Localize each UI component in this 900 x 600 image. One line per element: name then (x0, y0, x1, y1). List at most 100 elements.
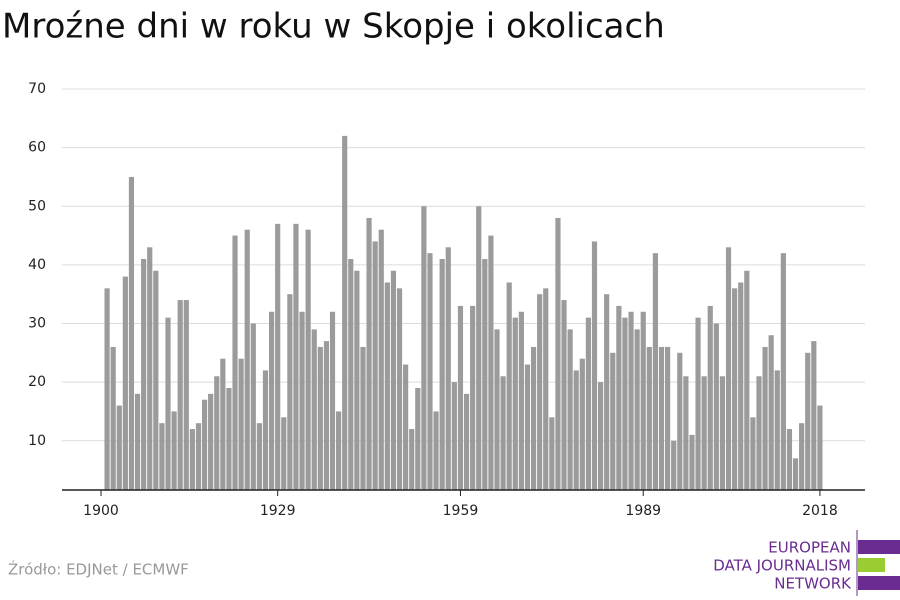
bar (305, 229, 311, 490)
bar (591, 241, 598, 490)
bar (250, 323, 256, 490)
bar (311, 329, 317, 490)
bar (372, 241, 378, 490)
bar (268, 311, 275, 490)
bar (336, 411, 342, 490)
x-tick-label: 1989 (625, 503, 661, 519)
bar (567, 329, 573, 490)
bar (208, 393, 214, 490)
bar (134, 393, 141, 490)
bar (183, 300, 189, 490)
y-tick-label: 40 (28, 257, 46, 273)
bar (415, 387, 421, 490)
bar (281, 417, 287, 490)
bar (774, 370, 780, 490)
bar (104, 288, 110, 490)
y-tick-label: 30 (28, 316, 46, 332)
bar (725, 247, 732, 490)
bar (256, 423, 262, 490)
bar (665, 346, 671, 490)
bar (494, 329, 500, 490)
x-tick-label: 1900 (83, 503, 119, 519)
logo-text: NETWORK (774, 575, 852, 593)
bar (573, 370, 579, 490)
bar (153, 270, 159, 490)
bar (433, 411, 439, 490)
bar (360, 346, 366, 490)
logo-text: DATA JOURNALISM (713, 557, 851, 575)
bar (646, 346, 652, 490)
bar (622, 317, 628, 490)
bar (244, 229, 250, 490)
bar (275, 223, 281, 491)
bar (299, 311, 305, 490)
bar (713, 323, 719, 490)
bar (439, 259, 445, 490)
bar (451, 382, 457, 490)
bar (293, 223, 299, 491)
bar (640, 311, 646, 490)
bar (762, 346, 768, 490)
chart-title: Mroźne dni w roku w Skopje i okolicach (2, 7, 665, 47)
source: Źródło: EDJNet / ECMWF (8, 560, 189, 579)
bar (122, 276, 128, 490)
bar (445, 247, 451, 490)
bar (262, 370, 269, 490)
bar (421, 206, 427, 490)
bar (378, 229, 384, 490)
bar (744, 270, 750, 490)
bar (171, 411, 177, 490)
bar (427, 253, 433, 490)
bar (354, 270, 360, 490)
bar (201, 399, 208, 490)
bar (476, 206, 482, 490)
bar (561, 300, 567, 490)
bar (799, 423, 805, 490)
bar (689, 434, 695, 490)
bar (165, 317, 171, 490)
bar (579, 358, 585, 490)
bar (457, 305, 464, 490)
bar (470, 305, 476, 490)
bar (658, 346, 665, 490)
logo-text: EUROPEAN (768, 539, 851, 557)
bar (488, 235, 494, 490)
logo-bar (858, 558, 885, 572)
bar (214, 376, 220, 490)
bar (506, 282, 512, 490)
bar (329, 311, 336, 490)
y-tick-label: 10 (28, 433, 46, 449)
bar (768, 335, 774, 490)
bar (384, 282, 390, 490)
bar (786, 429, 793, 490)
bar (677, 352, 683, 490)
bar (287, 294, 293, 490)
bar (409, 429, 415, 490)
bar (141, 259, 147, 490)
x-tick-label: 2018 (802, 503, 838, 519)
y-tick-label: 60 (28, 140, 46, 156)
bar (512, 317, 518, 490)
y-tick-label: 70 (28, 81, 46, 97)
bar (342, 135, 348, 491)
y-tick-label: 20 (28, 374, 46, 390)
x-tick-label: 1929 (260, 503, 296, 519)
bar (110, 346, 116, 490)
bar (128, 176, 135, 490)
bar (719, 376, 726, 490)
bar (707, 305, 713, 490)
bar (147, 247, 153, 490)
bar (701, 376, 707, 490)
bar (616, 305, 622, 490)
bar (652, 253, 659, 490)
bar (683, 376, 689, 490)
bar (671, 440, 677, 490)
bar (238, 358, 244, 490)
bar (543, 288, 549, 490)
bar (500, 376, 506, 490)
bar (732, 288, 738, 490)
bar (817, 405, 823, 490)
bar (189, 429, 195, 490)
bar (555, 217, 561, 490)
bar (628, 311, 634, 490)
